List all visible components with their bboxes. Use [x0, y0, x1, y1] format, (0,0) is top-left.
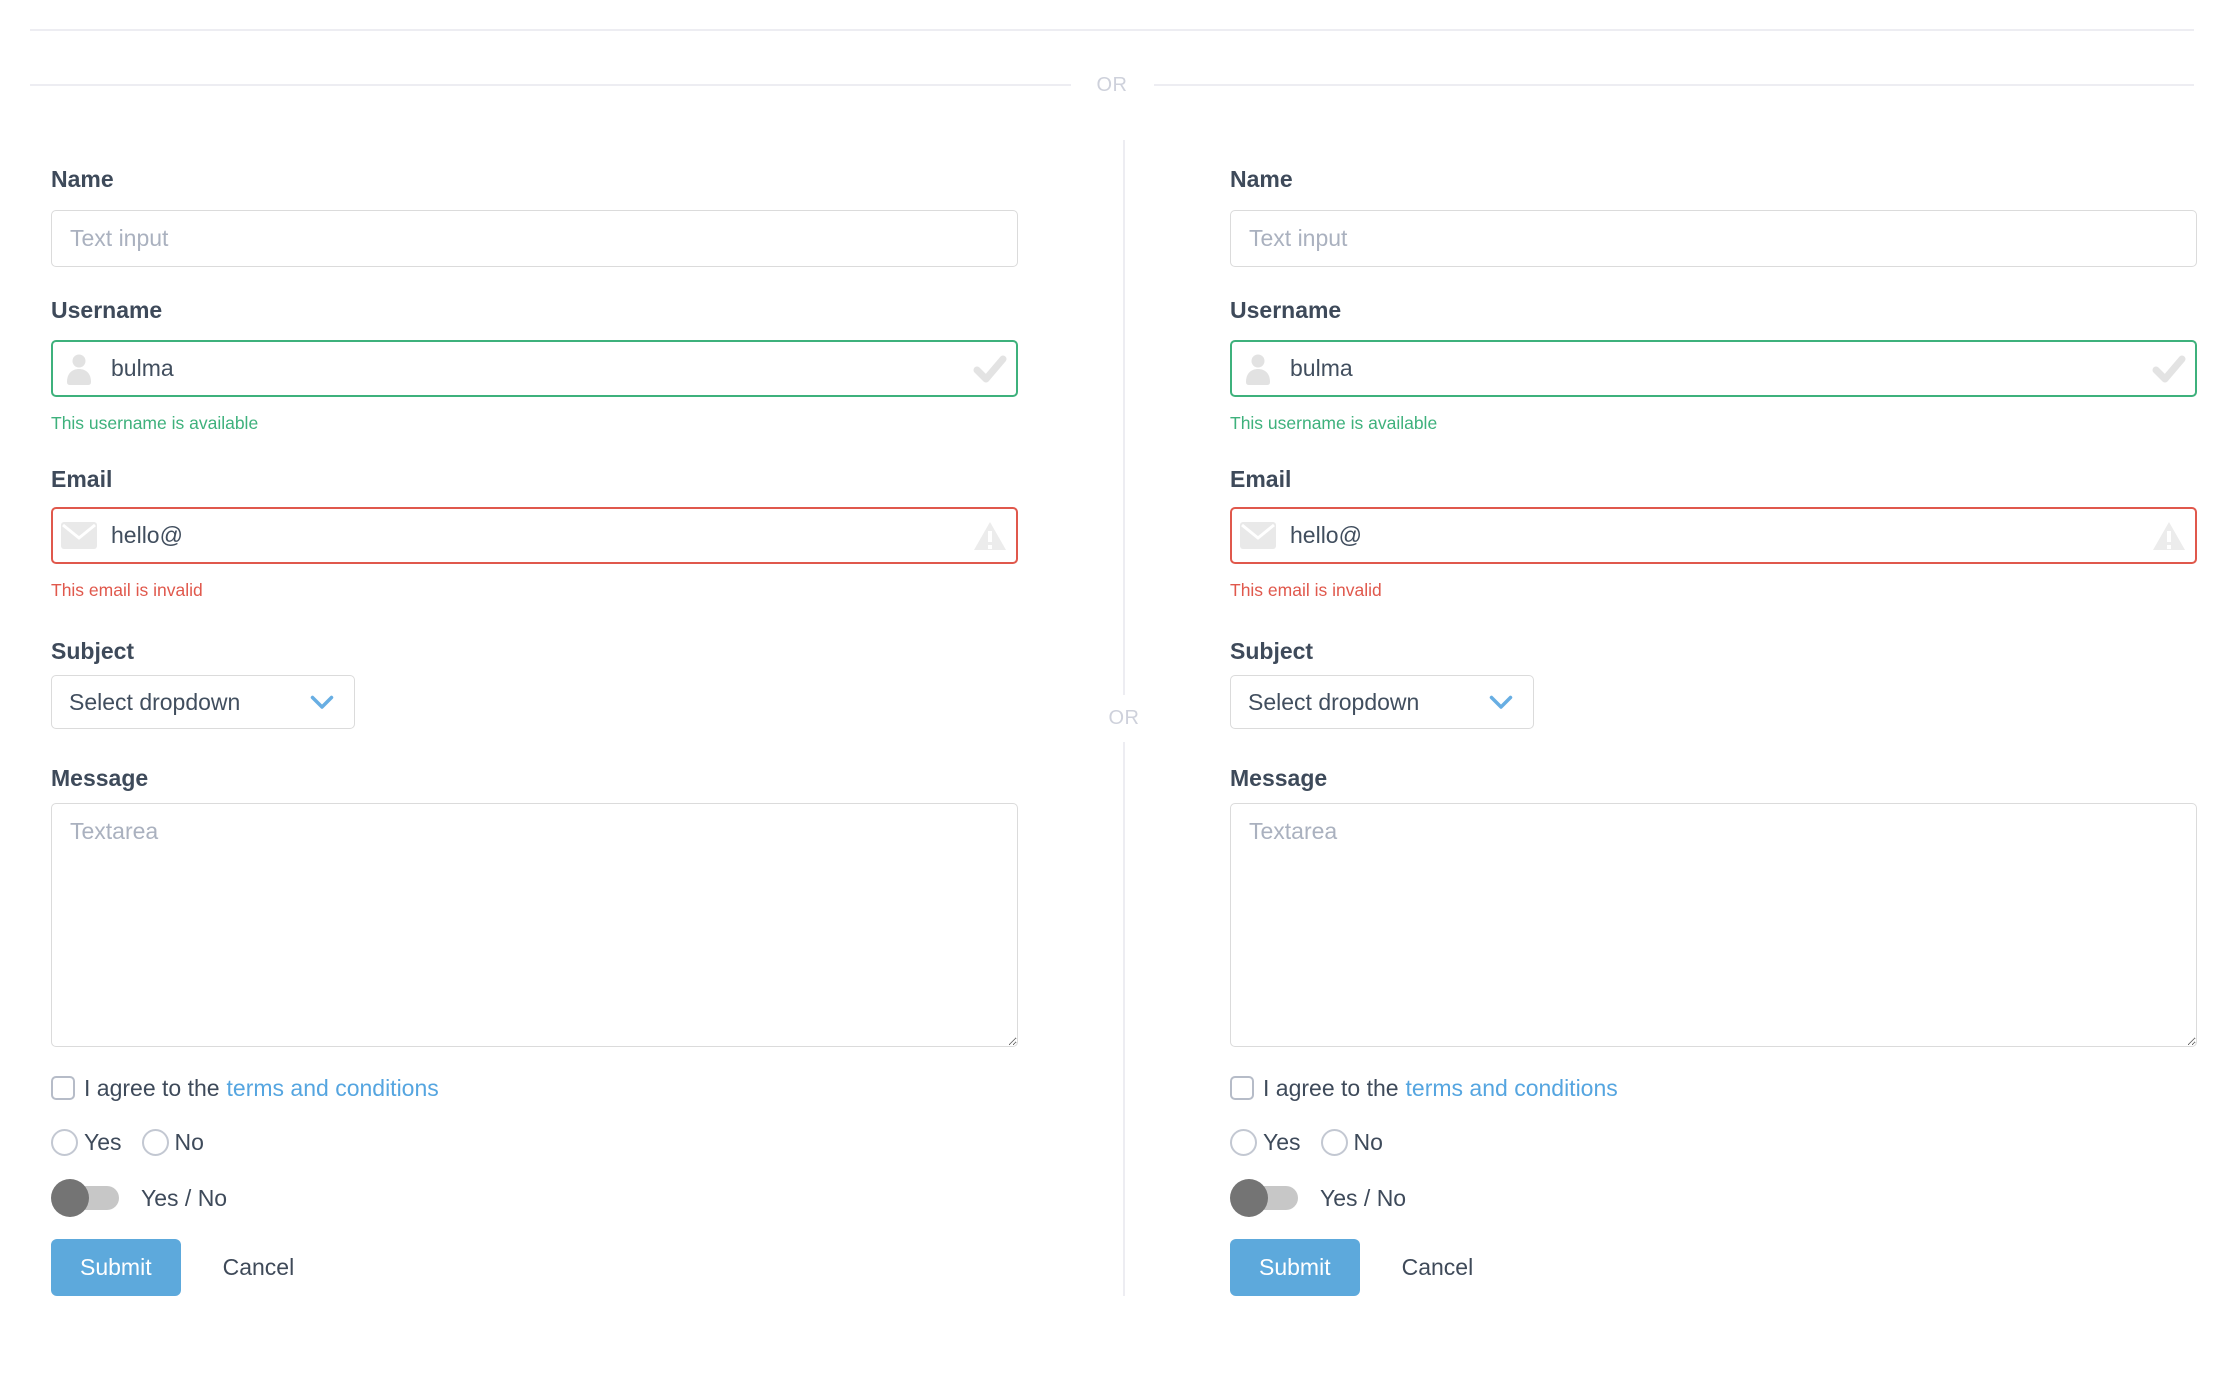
email-label: Email [1230, 466, 1292, 492]
agree-checkbox[interactable] [51, 1076, 75, 1100]
or-divider-label: OR [1096, 73, 1128, 96]
divider-line [1123, 741, 1125, 1296]
subject-label: Subject [1230, 638, 1314, 664]
subject-select[interactable]: Select dropdown [51, 675, 355, 729]
form-column-left: Name Username This username is available… [51, 140, 1018, 1296]
username-help: This username is available [51, 413, 259, 433]
subject-select[interactable]: Select dropdown [1230, 675, 1534, 729]
username-label: Username [51, 297, 163, 323]
email-label: Email [51, 466, 113, 492]
yes-no-toggle[interactable] [1230, 1179, 1298, 1217]
or-divider-horizontal: OR [30, 73, 2194, 97]
radio-no-label[interactable]: No [1353, 1129, 1383, 1155]
forms-container: Name Username This username is available… [27, 140, 2197, 1312]
username-help: This username is available [1230, 413, 1438, 433]
radio-no[interactable] [141, 1128, 169, 1156]
message-textarea[interactable] [51, 803, 1018, 1047]
chevron-down-icon [1489, 695, 1513, 710]
username-input[interactable] [51, 340, 1018, 397]
terms-link[interactable]: terms and conditions [1405, 1075, 1618, 1101]
email-input[interactable] [51, 507, 1018, 564]
toggle-label: Yes / No [141, 1185, 228, 1211]
subject-select-value: Select dropdown [1248, 688, 1420, 715]
email-help: This email is invalid [1230, 580, 1382, 600]
radio-yes[interactable] [51, 1128, 78, 1156]
cancel-button[interactable]: Cancel [1382, 1239, 1494, 1296]
username-label: Username [1230, 297, 1342, 323]
cancel-button[interactable]: Cancel [203, 1239, 315, 1296]
message-label: Message [1230, 765, 1328, 791]
toggle-label: Yes / No [1320, 1185, 1407, 1211]
divider-line [30, 84, 1071, 86]
radio-yes-label[interactable]: Yes [1263, 1129, 1301, 1155]
form-column-right: Name Username This username is available… [1230, 140, 2197, 1296]
radio-yes[interactable] [1230, 1128, 1257, 1156]
terms-link[interactable]: terms and conditions [226, 1075, 439, 1101]
subject-select-value: Select dropdown [69, 688, 241, 715]
divider-line [1123, 140, 1125, 695]
or-divider-vertical: OR [1018, 140, 1230, 1296]
submit-button[interactable]: Submit [51, 1239, 181, 1296]
agree-checkbox[interactable] [1230, 1076, 1254, 1100]
toggle-knob [1230, 1179, 1268, 1217]
chevron-down-icon [310, 695, 334, 710]
submit-button[interactable]: Submit [1230, 1239, 1360, 1296]
name-input[interactable] [51, 210, 1018, 267]
agree-label[interactable]: I agree to the [1263, 1075, 1399, 1101]
or-divider-label: OR [1108, 706, 1140, 729]
name-label: Name [51, 166, 114, 192]
subject-label: Subject [51, 638, 135, 664]
email-help: This email is invalid [51, 580, 203, 600]
email-input[interactable] [1230, 507, 2197, 564]
username-input[interactable] [1230, 340, 2197, 397]
divider-line [1153, 84, 2194, 86]
radio-no-label[interactable]: No [174, 1129, 204, 1155]
top-divider [30, 29, 2194, 31]
agree-label[interactable]: I agree to the [84, 1075, 220, 1101]
toggle-knob [51, 1179, 89, 1217]
message-label: Message [51, 765, 149, 791]
message-textarea[interactable] [1230, 803, 2197, 1047]
radio-no[interactable] [1320, 1128, 1348, 1156]
yes-no-toggle[interactable] [51, 1179, 119, 1217]
name-input[interactable] [1230, 210, 2197, 267]
name-label: Name [1230, 166, 1293, 192]
radio-yes-label[interactable]: Yes [84, 1129, 122, 1155]
